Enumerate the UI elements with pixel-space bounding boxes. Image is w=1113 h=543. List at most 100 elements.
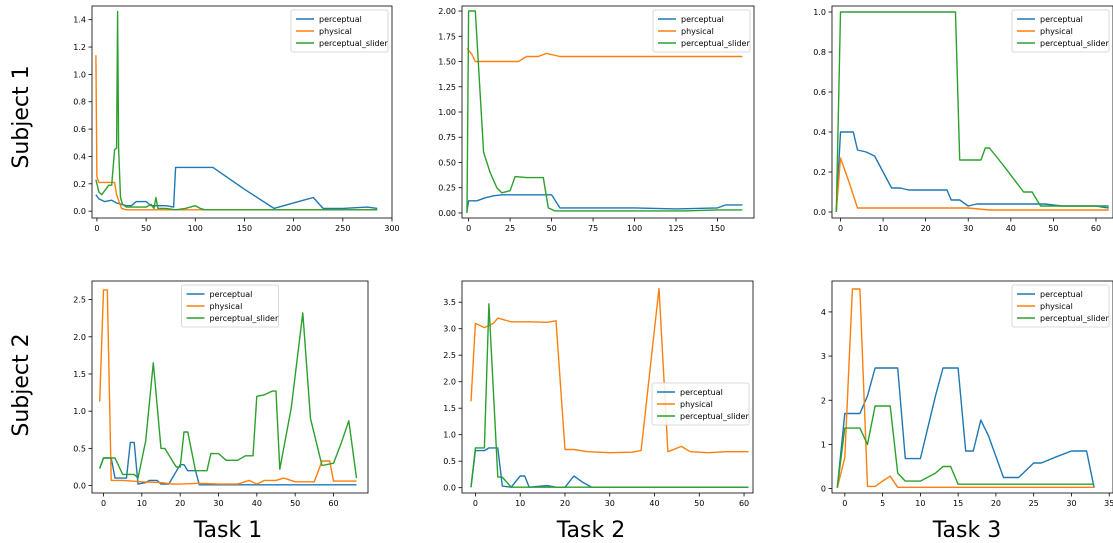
y-tick-label: 0.0 — [443, 484, 456, 493]
x-tick-label: 60 — [1091, 224, 1101, 233]
y-tick-label: 0.0 — [73, 207, 86, 216]
row-label-subject-1: Subject 1 — [9, 65, 34, 168]
series-line-perceptual — [466, 194, 743, 212]
y-tick-label: 1.0 — [73, 407, 86, 416]
x-tick-label: 300 — [384, 224, 399, 233]
series-line-perceptual_slider — [470, 303, 749, 488]
y-tick-label: 3.5 — [443, 298, 456, 307]
x-tick-label: 40 — [649, 499, 659, 508]
y-tick-label: 1.0 — [443, 431, 456, 440]
y-tick-label: 0.5 — [73, 444, 86, 453]
x-tick-label: 20 — [921, 224, 931, 233]
x-tick-label: 30 — [963, 224, 973, 233]
x-tick-label: 10 — [878, 224, 888, 233]
y-tick-label: 1.00 — [438, 108, 456, 117]
y-tick-label: 0.25 — [438, 184, 456, 193]
x-tick-label: 150 — [710, 224, 725, 233]
y-tick-label: 4 — [821, 308, 826, 317]
x-tick-label: 50 — [290, 499, 300, 508]
x-tick-label: 5 — [880, 499, 885, 508]
x-tick-label: 20 — [991, 499, 1001, 508]
plot-frame — [91, 5, 393, 219]
x-tick-label: 50 — [694, 499, 704, 508]
x-tick-label: 0 — [842, 499, 847, 508]
legend: perceptual physical perceptual_slider — [1011, 9, 1110, 53]
x-tick-label: 60 — [328, 499, 338, 508]
subplot-5: 0 10 20 30 40 50 60 0.0 0.5 1.0 1.5 2.0 2.5 3.0 3.5 per… — [443, 280, 754, 508]
x-tick-label: 25 — [1029, 499, 1039, 508]
legend-label-physical: physical — [681, 27, 714, 36]
x-tick-label: 250 — [335, 224, 350, 233]
x-tick-label: 10 — [137, 499, 147, 508]
y-tick-label: 0 — [821, 485, 826, 494]
x-tick-label: 60 — [739, 499, 749, 508]
y-tick-label: 0.4 — [73, 152, 86, 161]
legend-label-perceptual: perceptual — [680, 388, 723, 397]
legend-label-physical: physical — [210, 302, 243, 311]
series-line-physical — [836, 288, 1095, 488]
x-tick-label: 40 — [252, 499, 262, 508]
plot-frame — [831, 5, 1113, 219]
x-tick-label: 100 — [627, 224, 642, 233]
y-tick-label: 2.0 — [73, 333, 86, 342]
y-tick-label: 1.4 — [73, 16, 86, 25]
legend-label-perceptual_slider: perceptual_slider — [680, 412, 749, 421]
legend: perceptual physical perceptual_slider — [1011, 284, 1109, 328]
y-tick-label: 2.00 — [438, 7, 456, 16]
legend-box — [290, 9, 389, 53]
y-tick-label: 0.50 — [438, 158, 456, 167]
x-tick-label: 40 — [1006, 224, 1016, 233]
subplot-2: 0 25 50 75 100 125 150 0.00 0.25 0.50 0.75 1.00 1.25… — [438, 5, 755, 233]
x-tick-label: 100 — [188, 224, 203, 233]
x-tick-label: 50 — [546, 224, 556, 233]
legend: perceptual physical perceptual_slider — [181, 284, 279, 328]
col-label-task-3: Task 3 — [932, 518, 1001, 543]
series-line-perceptual_slider — [835, 11, 1109, 213]
legend-label-physical: physical — [319, 27, 352, 36]
legend-label-perceptual: perceptual — [210, 290, 253, 299]
y-tick-label: 0.6 — [73, 125, 86, 134]
legend-label-perceptual_slider: perceptual_slider — [319, 39, 388, 48]
legend-label-perceptual: perceptual — [1040, 15, 1083, 24]
y-tick-label: 2.0 — [443, 378, 456, 387]
series-line-physical — [95, 55, 378, 211]
series-line-physical — [835, 157, 1109, 213]
subplot-1: 0 50 100 150 200 250 300 0.0 0.2 0.4 0.6 0.8 1.0 1.2 1… — [73, 5, 400, 233]
y-tick-label: 1.5 — [73, 370, 86, 379]
legend-label-perceptual: perceptual — [1040, 290, 1083, 299]
y-tick-label: 0.0 — [813, 208, 826, 217]
legend-box — [1011, 9, 1110, 53]
y-tick-label: 0.75 — [438, 133, 456, 142]
series-line-perceptual — [95, 166, 378, 210]
x-tick-label: 150 — [237, 224, 252, 233]
legend: perceptual physical perceptual_slider — [651, 382, 749, 426]
legend-label-perceptual: perceptual — [319, 15, 362, 24]
y-tick-label: 2.5 — [73, 296, 86, 305]
x-tick-label: 0 — [473, 499, 478, 508]
y-tick-label: 1.25 — [438, 83, 456, 92]
legend-label-physical: physical — [1040, 302, 1073, 311]
y-tick-label: 1.5 — [443, 404, 456, 413]
series-line-physical — [99, 289, 357, 485]
subplot-4: 0 10 20 30 40 50 60 0.0 0.5 1.0 1.5 2.0 2.5 perceptua… — [73, 280, 369, 508]
y-tick-label: 3 — [821, 352, 826, 361]
plot-frame — [461, 280, 754, 494]
y-tick-label: 0.8 — [813, 48, 826, 57]
x-tick-label: 0 — [838, 224, 843, 233]
legend-label-perceptual_slider: perceptual_slider — [681, 39, 750, 48]
y-tick-label: 0.4 — [813, 128, 826, 137]
x-tick-label: 0 — [466, 224, 471, 233]
x-tick-label: 10 — [915, 499, 925, 508]
series-line-perceptual_slider — [466, 10, 743, 214]
series-line-perceptual_slider — [99, 312, 358, 479]
col-label-task-2: Task 2 — [556, 518, 625, 543]
y-tick-label: 1.75 — [438, 32, 456, 41]
series-line-perceptual — [836, 367, 1095, 488]
legend-label-perceptual: perceptual — [681, 15, 724, 24]
legend-label-perceptual_slider: perceptual_slider — [1040, 39, 1109, 48]
y-tick-label: 1.0 — [813, 8, 826, 17]
x-tick-label: 35 — [1104, 499, 1113, 508]
x-tick-label: 75 — [588, 224, 598, 233]
y-tick-label: 1 — [821, 440, 826, 449]
